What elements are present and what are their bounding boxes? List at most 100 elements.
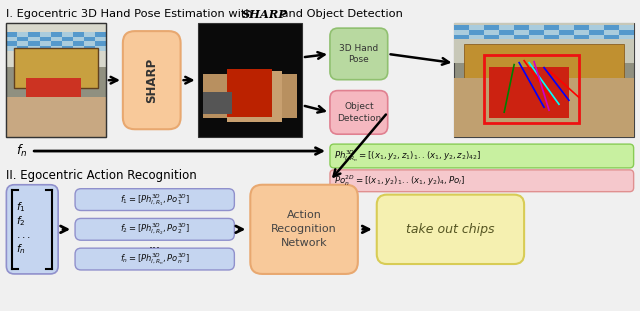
FancyBboxPatch shape bbox=[330, 170, 634, 192]
Bar bbox=[484, 55, 579, 123]
Bar bbox=[469, 30, 484, 35]
Bar bbox=[514, 26, 529, 30]
Bar bbox=[61, 32, 73, 37]
FancyBboxPatch shape bbox=[250, 185, 358, 274]
Bar bbox=[29, 41, 40, 46]
Text: Object
Detection: Object Detection bbox=[337, 102, 381, 123]
Bar bbox=[544, 35, 559, 39]
Text: SHARP: SHARP bbox=[145, 58, 158, 103]
FancyBboxPatch shape bbox=[123, 31, 180, 129]
Text: $Po^{2D}_{n} = [(x_1, y_2)_{1}..(x_1, y_2)_4, Po_l]$: $Po^{2D}_{n} = [(x_1, y_2)_{1}..(x_1, y_… bbox=[334, 173, 465, 188]
Bar bbox=[6, 23, 106, 137]
Bar bbox=[73, 46, 84, 51]
Bar bbox=[6, 32, 17, 37]
Bar bbox=[6, 23, 106, 137]
Bar bbox=[559, 30, 574, 35]
Bar bbox=[6, 41, 17, 46]
Bar bbox=[202, 91, 232, 114]
Bar bbox=[484, 26, 499, 30]
Text: $f_n$: $f_n$ bbox=[17, 143, 28, 159]
Bar bbox=[73, 37, 84, 41]
Bar bbox=[6, 46, 17, 51]
Bar bbox=[51, 41, 61, 46]
Bar bbox=[73, 41, 84, 46]
Bar bbox=[84, 41, 95, 46]
Text: $f_2 = [Ph^{3D}_{l,R_2}, Po^{3D}_2]$: $f_2 = [Ph^{3D}_{l,R_2}, Po^{3D}_2]$ bbox=[120, 221, 190, 237]
Bar bbox=[454, 35, 469, 39]
Bar bbox=[514, 30, 529, 35]
Text: Action
Recognition
Network: Action Recognition Network bbox=[271, 210, 337, 248]
Bar bbox=[95, 32, 106, 37]
Bar bbox=[499, 35, 514, 39]
Bar bbox=[574, 35, 589, 39]
Bar bbox=[514, 35, 529, 39]
Bar bbox=[29, 46, 40, 51]
Bar bbox=[14, 48, 98, 88]
FancyBboxPatch shape bbox=[75, 218, 234, 240]
Bar bbox=[574, 30, 589, 35]
Bar bbox=[29, 32, 40, 37]
Bar bbox=[499, 30, 514, 35]
Text: take out chips: take out chips bbox=[406, 223, 495, 236]
FancyBboxPatch shape bbox=[330, 91, 388, 134]
Bar bbox=[619, 26, 634, 30]
Bar bbox=[544, 30, 559, 35]
Bar bbox=[484, 35, 499, 39]
Bar bbox=[529, 30, 544, 35]
Bar bbox=[6, 37, 17, 41]
Text: $f_1 = [Ph^{3D}_{l,R_1}, Po^{3D}_1]$: $f_1 = [Ph^{3D}_{l,R_1}, Po^{3D}_1]$ bbox=[120, 192, 190, 207]
Bar bbox=[29, 37, 40, 41]
Bar bbox=[51, 46, 61, 51]
Text: and Object Detection: and Object Detection bbox=[278, 9, 403, 19]
Bar bbox=[17, 46, 29, 51]
Bar bbox=[40, 46, 51, 51]
Bar bbox=[529, 26, 544, 30]
Text: $Ph^{3D}_{l,R_n} = [(x_1, y_2, z_1)_{1}..(x_1, y_2, z_2)_{42}]$: $Ph^{3D}_{l,R_n} = [(x_1, y_2, z_1)_{1}.… bbox=[334, 148, 481, 164]
Bar bbox=[14, 48, 98, 88]
Bar bbox=[465, 44, 623, 78]
Text: $f_n = [Ph^{3D}_{l,R_n}, Po^{3D}_n]$: $f_n = [Ph^{3D}_{l,R_n}, Po^{3D}_n]$ bbox=[120, 251, 190, 267]
Bar bbox=[61, 37, 73, 41]
Bar bbox=[589, 26, 604, 30]
Bar bbox=[227, 69, 272, 117]
Bar bbox=[499, 26, 514, 30]
Bar bbox=[469, 35, 484, 39]
FancyBboxPatch shape bbox=[75, 189, 234, 211]
Bar bbox=[202, 74, 297, 118]
FancyBboxPatch shape bbox=[75, 248, 234, 270]
Bar bbox=[559, 26, 574, 30]
Bar bbox=[84, 46, 95, 51]
Text: $...$: $...$ bbox=[17, 230, 31, 240]
Bar bbox=[95, 37, 106, 41]
Bar bbox=[589, 35, 604, 39]
FancyBboxPatch shape bbox=[377, 195, 524, 264]
Bar bbox=[6, 23, 106, 67]
Bar bbox=[574, 26, 589, 30]
Bar bbox=[544, 26, 559, 30]
FancyBboxPatch shape bbox=[6, 185, 58, 274]
Bar bbox=[454, 30, 469, 35]
Text: ...: ... bbox=[148, 238, 161, 251]
Bar bbox=[619, 35, 634, 39]
Bar bbox=[6, 97, 106, 137]
Bar bbox=[529, 35, 544, 39]
Bar bbox=[84, 37, 95, 41]
Bar bbox=[17, 32, 29, 37]
Bar bbox=[26, 78, 81, 114]
Bar bbox=[61, 41, 73, 46]
Text: II. Egocentric Action Recognition: II. Egocentric Action Recognition bbox=[6, 169, 197, 182]
Bar bbox=[95, 46, 106, 51]
Bar bbox=[454, 26, 469, 30]
Bar bbox=[227, 71, 282, 122]
Bar bbox=[40, 37, 51, 41]
Bar bbox=[51, 32, 61, 37]
Bar bbox=[73, 32, 84, 37]
Bar bbox=[17, 41, 29, 46]
Bar bbox=[61, 46, 73, 51]
Text: $f_2$: $f_2$ bbox=[17, 215, 26, 228]
Bar bbox=[454, 23, 634, 63]
Bar bbox=[40, 41, 51, 46]
Bar bbox=[484, 30, 499, 35]
Bar bbox=[589, 30, 604, 35]
Bar bbox=[619, 30, 634, 35]
